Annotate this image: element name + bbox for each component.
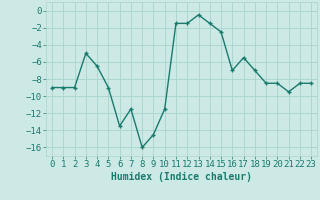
X-axis label: Humidex (Indice chaleur): Humidex (Indice chaleur) — [111, 172, 252, 182]
